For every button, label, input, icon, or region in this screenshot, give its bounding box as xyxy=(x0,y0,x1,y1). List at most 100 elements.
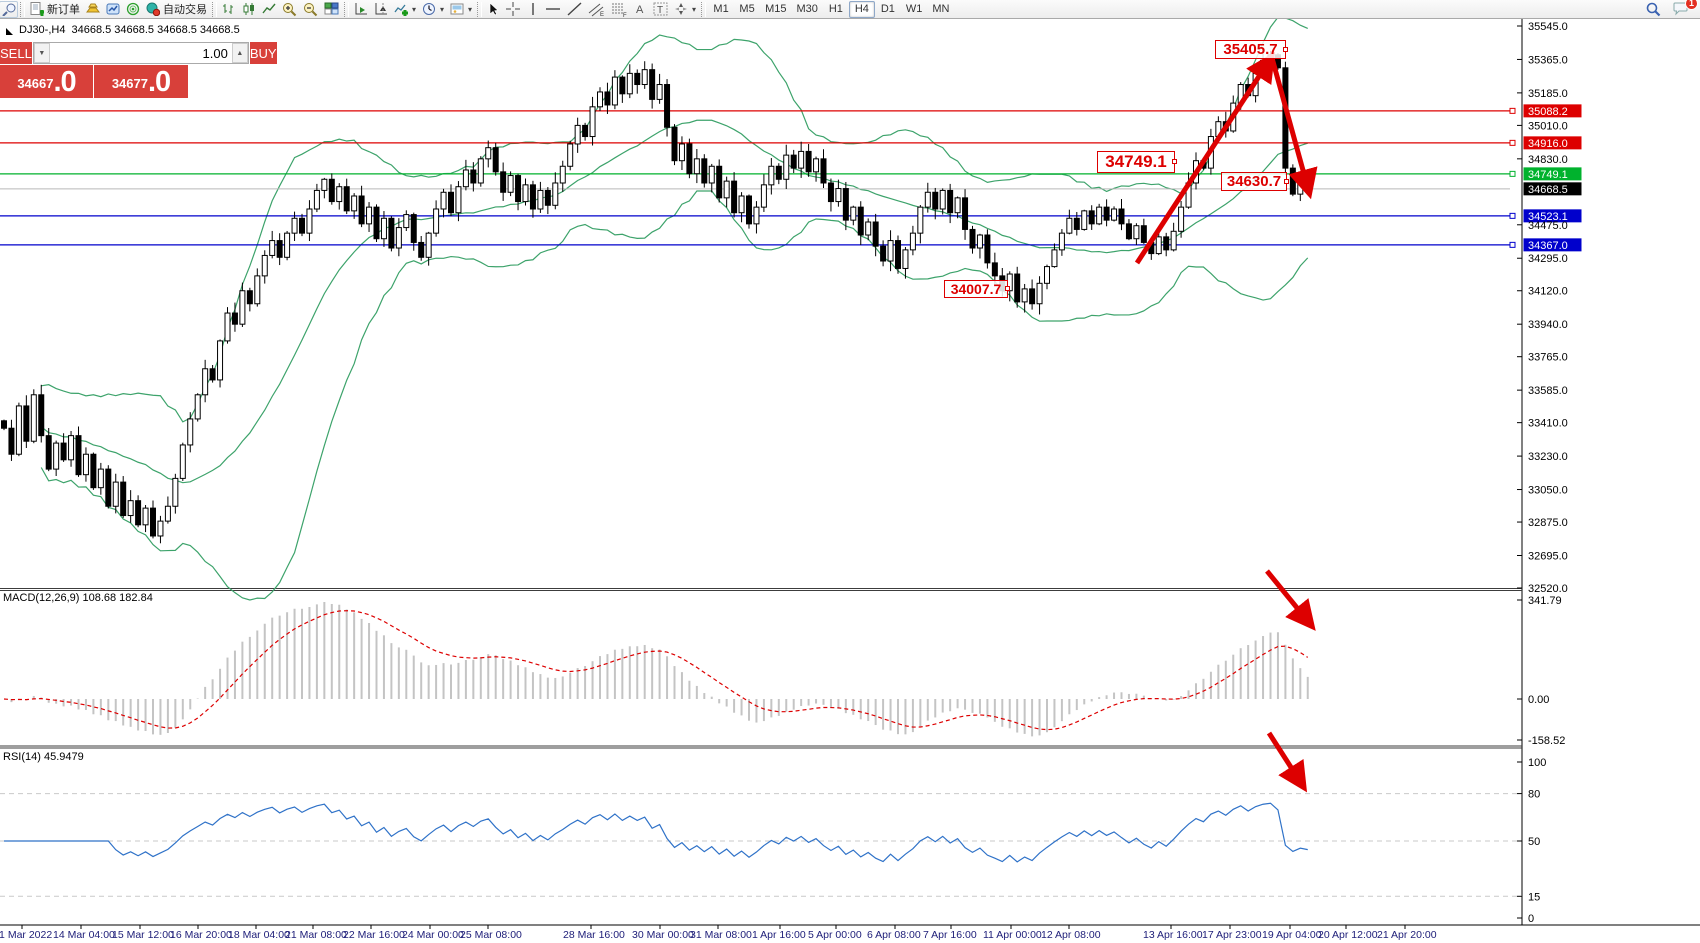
templates-button[interactable]: ▾ xyxy=(447,1,475,18)
autotrade-label: 自动交易 xyxy=(163,4,207,16)
tab-timeframe-m15[interactable]: M15 xyxy=(765,3,787,15)
x-axis-label: 7 Apr 16:00 xyxy=(923,929,977,941)
annotation-handle[interactable] xyxy=(1284,178,1289,184)
cursor-tool-button[interactable] xyxy=(484,1,503,18)
signal-icon xyxy=(126,2,140,16)
trend-arrow[interactable] xyxy=(1134,51,1276,265)
trend-arrow[interactable] xyxy=(1266,731,1308,793)
toolbar-separator xyxy=(20,1,25,17)
price-annotation-34007.7[interactable]: 34007.7 xyxy=(944,280,1010,298)
price-badge xyxy=(1523,136,1582,150)
svg-text:E: E xyxy=(600,12,604,17)
chevron-down-icon: ▾ xyxy=(440,4,445,14)
search-button[interactable] xyxy=(1643,1,1664,18)
line-chart-mode-button[interactable] xyxy=(259,1,279,18)
one-click-trading-panel: SELL ▼ ▲ BUY 34667.0 34677.0 xyxy=(0,42,277,98)
price-annotation-34630.7[interactable]: 34630.7 xyxy=(1221,172,1289,191)
signals-button[interactable] xyxy=(123,1,143,18)
text-tool-button[interactable]: A xyxy=(631,1,650,18)
annotation-handle[interactable] xyxy=(1172,159,1177,164)
x-axis-label: 18 Mar 04:00 xyxy=(228,929,290,941)
buy-button[interactable]: BUY xyxy=(248,42,277,64)
tab-timeframe-m5[interactable]: M5 xyxy=(739,3,755,15)
arrows-tool-button[interactable]: ▾ xyxy=(671,1,699,18)
x-axis-label: 5 Apr 00:00 xyxy=(808,929,862,941)
price-annotation-34749.1[interactable]: 34749.1 xyxy=(1097,151,1177,173)
level-handle[interactable] xyxy=(1509,241,1516,248)
sell-button[interactable]: SELL xyxy=(0,42,33,64)
trend-arrow[interactable] xyxy=(1269,57,1318,200)
ohlc-values: 34668.5 34668.5 34668.5 34668.5 xyxy=(71,24,240,36)
level-handle[interactable] xyxy=(1509,170,1516,177)
add-indicator-button[interactable]: ▾ xyxy=(391,1,419,18)
periods-button[interactable]: ▾ xyxy=(419,1,447,18)
trendline-icon xyxy=(567,2,582,16)
chevron-down-icon: ▾ xyxy=(692,4,697,14)
rsi-axis-tick: 15 xyxy=(1528,891,1540,903)
market-watch-button[interactable] xyxy=(83,1,103,18)
tab-timeframe-m30[interactable]: M30 xyxy=(796,3,818,15)
volume-increase-button[interactable]: ▲ xyxy=(231,43,248,63)
price-badge xyxy=(1523,182,1582,196)
channel-tool-button[interactable]: E xyxy=(585,1,608,18)
bar-chart-mode-button[interactable] xyxy=(219,1,239,18)
tab-timeframe-h4[interactable]: H4 xyxy=(848,0,875,18)
zoom-in-button[interactable] xyxy=(279,1,300,18)
tile-windows-button[interactable] xyxy=(321,1,342,18)
rsi-axis-tick: 80 xyxy=(1528,789,1540,801)
buy-price[interactable]: 34677.0 xyxy=(94,65,188,98)
x-axis-label: 14 Mar 04:00 xyxy=(53,929,115,941)
candle-chart-mode-button[interactable] xyxy=(239,1,259,18)
sell-price[interactable]: 34667.0 xyxy=(0,65,94,98)
price-badge-text: 34367.0 xyxy=(1528,240,1568,252)
rsi-axis-tick: 0 xyxy=(1528,913,1534,925)
tab-timeframe-d1[interactable]: D1 xyxy=(880,3,895,15)
price-badge xyxy=(1523,238,1582,252)
data-window-button[interactable] xyxy=(103,1,123,18)
price-badge-text: 35088.2 xyxy=(1528,106,1568,118)
trendline-tool-button[interactable] xyxy=(564,1,585,18)
zoom-out-button[interactable] xyxy=(300,1,321,18)
horizontal-line-tool-button[interactable] xyxy=(542,1,564,18)
new-order-label: 新订单 xyxy=(47,4,80,16)
annotation-handle[interactable] xyxy=(1005,286,1010,291)
new-chart-icon[interactable] xyxy=(0,0,18,18)
autotrade-icon xyxy=(146,2,160,16)
candlestick-series xyxy=(1,50,1311,544)
text-label-tool-button[interactable]: T xyxy=(650,1,671,18)
notifications-button[interactable]: 1 xyxy=(1670,0,1698,18)
level-handle[interactable] xyxy=(1509,139,1516,146)
y-axis-tick: 33230.0 xyxy=(1528,451,1568,463)
fibonacci-icon: F xyxy=(612,3,627,17)
volume-decrease-button[interactable]: ▼ xyxy=(33,43,50,63)
tab-timeframe-m1[interactable]: M1 xyxy=(713,3,729,15)
level-handle[interactable] xyxy=(1509,107,1516,114)
tile-windows-icon xyxy=(324,2,339,15)
y-axis-tick: 33940.0 xyxy=(1528,319,1568,331)
x-axis-label: 21 Apr 20:00 xyxy=(1377,929,1437,941)
x-axis-label: 17 Apr 23:00 xyxy=(1202,929,1262,941)
vertical-line-tool-button[interactable] xyxy=(523,1,542,18)
chart-title: DJ30-,H4 34668.5 34668.5 34668.5 34668.5 xyxy=(6,24,240,36)
chart-shift-button[interactable] xyxy=(371,1,391,18)
autotrade-button[interactable]: 自动交易 xyxy=(143,1,210,18)
toolbar-separator xyxy=(701,1,707,17)
bollinger-band-line xyxy=(41,16,1308,423)
y-axis-tick: 32520.0 xyxy=(1528,583,1568,595)
annotation-handle[interactable] xyxy=(1283,46,1288,52)
tab-timeframe-w1[interactable]: W1 xyxy=(905,3,923,15)
volume-input[interactable] xyxy=(49,43,232,63)
fibonacci-tool-button[interactable]: F xyxy=(608,1,631,18)
y-axis-tick: 34120.0 xyxy=(1528,286,1568,298)
new-order-button[interactable]: 新订单 xyxy=(27,1,83,18)
price-annotation-35405.7[interactable]: 35405.7 xyxy=(1215,40,1288,59)
auto-scroll-button[interactable] xyxy=(351,1,371,18)
tab-timeframe-mn[interactable]: MN xyxy=(932,3,950,15)
trend-arrow[interactable] xyxy=(1265,569,1316,631)
crosshair-tool-button[interactable] xyxy=(503,1,523,18)
svg-text:F: F xyxy=(623,13,627,17)
tab-timeframe-h1[interactable]: H1 xyxy=(828,3,843,15)
level-handle[interactable] xyxy=(1509,212,1516,219)
